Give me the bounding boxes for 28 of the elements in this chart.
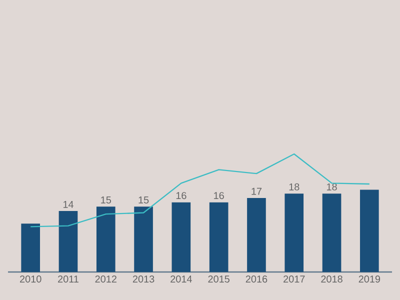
- x-tick-label: 2017: [284, 276, 305, 283]
- x-tick-label: 2010: [20, 276, 42, 283]
- x-tick-label: 2019: [358, 276, 380, 283]
- bar: [134, 206, 153, 272]
- data-label: 18: [289, 183, 300, 190]
- data-label: 17: [252, 188, 262, 195]
- data-label: 15: [138, 196, 149, 204]
- bar: [360, 190, 379, 272]
- x-tick-label: 2018: [321, 276, 342, 283]
- bar: [172, 202, 191, 272]
- data-label: 15: [101, 196, 112, 204]
- data-label: 14: [63, 200, 74, 208]
- bar: [284, 194, 304, 272]
- x-tick-label: 2013: [132, 276, 154, 283]
- data-label: 16: [214, 192, 224, 200]
- data-label: 18: [326, 183, 337, 190]
- x-tick-label: 2014: [170, 276, 192, 283]
- bar: [322, 194, 342, 272]
- bar: [247, 198, 266, 272]
- bar: [21, 224, 40, 272]
- x-tick-label: 2011: [58, 276, 78, 283]
- bar: [209, 202, 228, 272]
- x-tick-label: 2015: [208, 276, 230, 283]
- bar: [58, 211, 78, 272]
- x-tick-label: 2012: [95, 276, 116, 283]
- data-label: 16: [176, 192, 186, 200]
- bar: [96, 206, 116, 272]
- x-tick-label: 2016: [246, 276, 268, 283]
